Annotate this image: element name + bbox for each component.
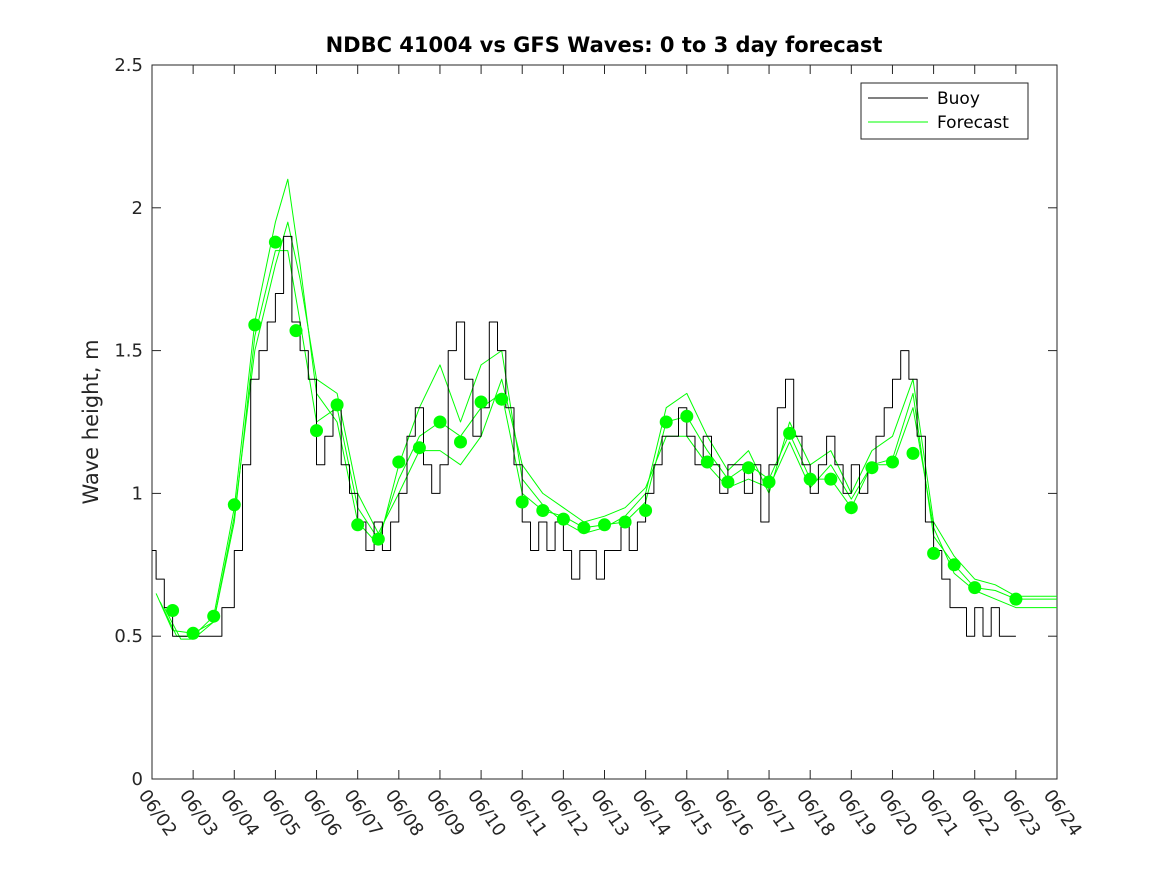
x-tick-label: 06/24 (1039, 786, 1086, 841)
x-tick-label: 06/12 (545, 786, 592, 841)
chart-title: NDBC 41004 vs GFS Waves: 0 to 3 day fore… (326, 33, 883, 57)
forecast-point (268, 235, 282, 249)
x-tick-label: 06/21 (915, 786, 962, 841)
forecast-point (310, 424, 323, 438)
x-tick-label: 06/10 (463, 786, 510, 841)
forecast-point (659, 415, 673, 429)
legend: Buoy Forecast (860, 82, 1029, 140)
forecast-point (371, 532, 385, 546)
forecast-point (330, 398, 344, 412)
x-tick-label: 06/16 (710, 786, 757, 841)
forecast-point (700, 455, 714, 469)
forecast-point (803, 472, 817, 486)
forecast-point (742, 461, 755, 475)
forecast-point (454, 435, 467, 449)
forecast-point (968, 581, 982, 595)
y-tick-label: 1 (132, 483, 143, 504)
y-tick-label: 0 (132, 769, 143, 790)
forecast-point (536, 504, 550, 517)
forecast-point (844, 501, 858, 515)
forecast-point (618, 515, 632, 529)
legend-buoy-label: Buoy (937, 89, 980, 109)
forecast-point (783, 426, 797, 440)
x-tick-label: 06/03 (175, 786, 222, 841)
x-tick-label: 06/13 (586, 786, 633, 841)
y-tick-label: 0.5 (114, 626, 143, 647)
x-tick-label: 06/19 (833, 786, 880, 841)
forecast-point (474, 395, 488, 409)
forecast-point (248, 318, 262, 332)
forecast-point (639, 504, 653, 517)
x-tick-label: 06/09 (422, 786, 469, 841)
plot-area (151, 64, 1058, 780)
forecast-point (906, 446, 920, 460)
forecast-point (433, 415, 447, 429)
x-tick-label: 06/04 (216, 786, 263, 841)
x-tick-label: 06/17 (751, 786, 798, 841)
y-axis: 0 0.5 1 1.5 2 2.5 (114, 55, 1057, 790)
forecast-point (515, 495, 529, 509)
forecast-point (1009, 592, 1023, 606)
x-tick-label: 06/22 (957, 786, 1004, 841)
y-tick-label: 1.5 (114, 341, 143, 362)
forecast-point (289, 324, 303, 338)
forecast-point (556, 512, 570, 526)
forecast-point (412, 441, 426, 455)
forecast-point (166, 604, 180, 617)
legend-forecast-label: Forecast (937, 113, 1009, 133)
forecast-point (721, 475, 735, 489)
forecast-point (886, 455, 899, 469)
x-tick-label: 06/11 (504, 786, 551, 841)
forecast-point (947, 558, 961, 572)
x-tick-label: 06/08 (381, 786, 428, 841)
marker-layer (166, 235, 1023, 640)
forecast-point (351, 518, 365, 532)
legend-box (860, 82, 1029, 140)
x-tick-label: 06/23 (998, 786, 1045, 841)
forecast-point (824, 472, 838, 486)
x-tick-label: 06/15 (669, 786, 716, 841)
forecast-point (186, 626, 200, 640)
x-tick-label: 06/07 (340, 786, 387, 841)
forecast-point (762, 475, 776, 489)
forecast-point (680, 409, 694, 423)
forecast-point (227, 498, 241, 512)
forecast-point (598, 518, 611, 532)
series-line-buoy (152, 235, 1016, 637)
x-tick-label: 06/06 (298, 786, 345, 841)
forecast-point (392, 455, 406, 469)
x-tick-label: 06/14 (628, 786, 675, 841)
y-tick-label: 2 (132, 198, 143, 219)
forecast-point (865, 461, 879, 475)
y-axis-label: Wave height, m (79, 339, 103, 504)
x-tick-label: 06/02 (134, 786, 181, 841)
x-tick-label: 06/18 (792, 786, 839, 841)
y-tick-label: 2.5 (114, 55, 143, 76)
forecast-point (927, 546, 941, 560)
forecast-point (207, 609, 221, 623)
x-tick-label: 06/20 (874, 786, 921, 841)
x-tick-label: 06/05 (257, 786, 304, 841)
forecast-point (577, 521, 591, 535)
forecast-point (495, 392, 509, 406)
